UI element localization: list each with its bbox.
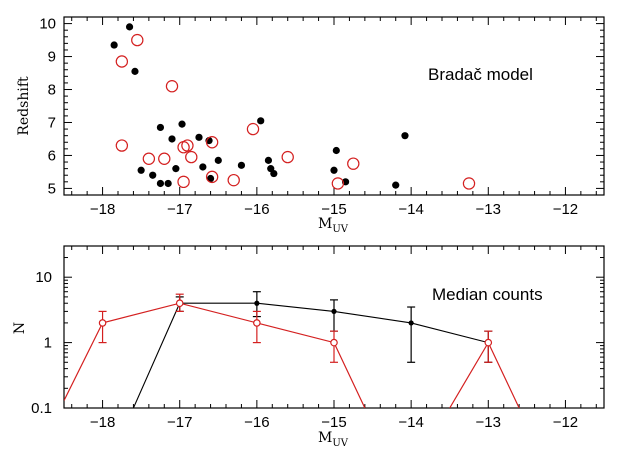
- filled-data-point: [172, 165, 180, 173]
- top-ticklabels: −18 −17 −16 −15 −14 −13 −12 5 6 7 8 9 10: [39, 16, 578, 218]
- open-data-point: [115, 55, 129, 68]
- open-data-point: [142, 152, 156, 165]
- filled-data-point: [131, 67, 139, 75]
- top-annotation: Bradač model: [428, 65, 533, 84]
- x-tick-label: −18: [90, 201, 115, 218]
- x-tick-label: −17: [167, 414, 192, 431]
- filled-data-point: [110, 41, 118, 49]
- series-line-red: [64, 302, 366, 408]
- x-tick-label: −16: [244, 201, 269, 218]
- panel-top: −18 −17 −16 −15 −14 −13 −12 5 6 7 8 9 10 Bradač mode…: [16, 16, 605, 235]
- y-tick-label: 8: [48, 82, 56, 99]
- y-tick-label: 1: [44, 335, 52, 352]
- bottom-xlabel-main: M: [318, 430, 332, 446]
- filled-data-point: [149, 171, 157, 179]
- filled-data-point: [392, 181, 400, 189]
- x-tick-label: −15: [321, 414, 346, 431]
- bottom-ylabel: N: [12, 322, 28, 334]
- red-data-point: [175, 299, 184, 308]
- open-data-point: [131, 33, 144, 47]
- open-data-point: [246, 122, 260, 136]
- y-tick-label: 5: [48, 180, 56, 197]
- filled-data-point: [332, 146, 340, 155]
- top-xlabel-sub: UV: [332, 224, 348, 235]
- open-data-point: [347, 157, 360, 170]
- open-data-point: [177, 175, 190, 189]
- filled-data-point: [168, 135, 176, 143]
- y-tick-label: 7: [48, 114, 56, 131]
- filled-data-point: [178, 120, 186, 128]
- filled-data-point: [401, 132, 409, 140]
- bottom-annotation: Median counts: [432, 285, 543, 304]
- filled-data-point: [199, 163, 207, 171]
- filled-data-point: [214, 156, 222, 164]
- open-data-point: [205, 170, 219, 184]
- x-tick-label: −16: [244, 414, 269, 431]
- red-data-point: [330, 338, 338, 347]
- x-tick-label: −17: [167, 201, 192, 218]
- y-tick-label: 9: [48, 49, 56, 66]
- bottom-ticklabels: −18 −17 −16 −15 −14 −13 −12 0.1 1 10: [31, 269, 578, 431]
- x-tick-label: −18: [90, 414, 115, 431]
- open-data-point: [181, 139, 194, 152]
- top-ticks: [64, 17, 604, 195]
- panel-bottom: −18 −17 −16 −15 −14 −13 −12 0.1 1 10 Median count…: [12, 245, 605, 449]
- bottom-xlabel: MUV: [318, 430, 349, 449]
- filled-data-point: [330, 166, 338, 174]
- bottom-lines: [64, 302, 520, 408]
- filled-data-point: [156, 179, 165, 188]
- series-line-black: [132, 302, 489, 408]
- open-data-point: [205, 136, 219, 149]
- y-tick-label: 10: [39, 16, 56, 33]
- bottom-points: [98, 291, 493, 363]
- open-data-point: [227, 173, 240, 187]
- filled-data-point: [137, 166, 145, 174]
- top-ylabel: Redshift: [16, 76, 32, 136]
- x-tick-label: −12: [553, 201, 578, 218]
- y-tick-label: 0.1: [31, 400, 52, 417]
- x-tick-label: −13: [476, 414, 501, 431]
- filled-data-point: [237, 161, 246, 169]
- filled-data-point: [164, 179, 172, 188]
- open-data-point: [331, 177, 345, 190]
- series-line-red: [449, 341, 520, 408]
- filled-data-point: [206, 174, 215, 183]
- top-points: [110, 23, 476, 190]
- filled-data-point: [257, 117, 265, 125]
- black-data-point: [254, 300, 260, 306]
- bottom-ticks: [64, 245, 604, 409]
- filled-data-point: [270, 169, 278, 178]
- red-data-point: [253, 319, 261, 327]
- x-tick-label: −12: [553, 414, 578, 431]
- open-data-point: [115, 139, 129, 152]
- open-data-point: [185, 150, 198, 164]
- filled-data-point: [264, 156, 273, 164]
- x-tick-label: −14: [398, 201, 423, 218]
- red-data-point: [484, 338, 493, 347]
- open-data-point: [158, 152, 171, 165]
- x-tick-label: −14: [398, 414, 423, 431]
- black-data-point: [408, 320, 414, 326]
- red-data-point: [98, 319, 107, 327]
- y-tick-label: 6: [48, 147, 56, 164]
- filled-data-point: [156, 123, 165, 132]
- filled-data-point: [125, 23, 134, 31]
- filled-data-point: [195, 133, 203, 141]
- x-tick-label: −15: [321, 201, 346, 218]
- top-xlabel: MUV: [318, 216, 349, 235]
- y-tick-label: 10: [35, 269, 52, 286]
- open-data-point: [281, 150, 294, 164]
- open-data-point: [462, 177, 476, 190]
- top-xlabel-main: M: [318, 216, 332, 232]
- x-tick-label: −13: [476, 201, 501, 218]
- black-data-point: [331, 308, 337, 314]
- bottom-xlabel-sub: UV: [332, 438, 348, 449]
- open-data-point: [165, 80, 179, 93]
